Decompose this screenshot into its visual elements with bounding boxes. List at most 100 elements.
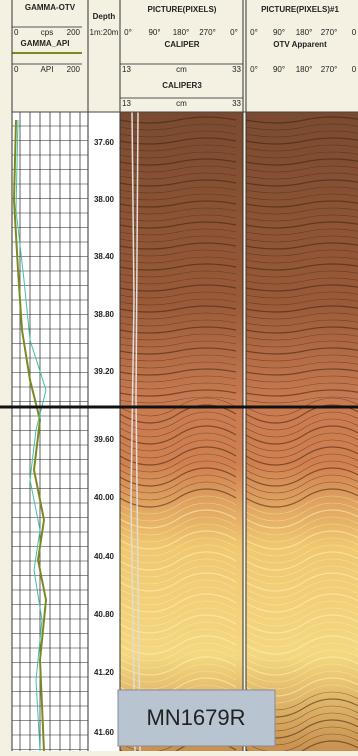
- header-text: 13: [122, 99, 131, 108]
- bedding: [245, 123, 358, 131]
- bedding: [245, 537, 358, 557]
- bedding: [245, 382, 358, 390]
- header-text: 270°: [321, 28, 338, 37]
- bedding: [245, 340, 358, 348]
- bedding: [245, 453, 358, 473]
- bedding: [245, 249, 358, 257]
- depth-label: 37.60: [94, 138, 115, 147]
- header-text: 0°: [230, 28, 238, 37]
- bedding: [245, 165, 358, 173]
- depth-label: 40.40: [94, 552, 115, 561]
- bedding: [245, 642, 358, 662]
- bedding: [245, 670, 358, 690]
- header-text: cm: [176, 65, 187, 74]
- header-text: Depth: [93, 12, 116, 21]
- bedding: [245, 270, 358, 278]
- bedding: [119, 635, 237, 655]
- bedding: [119, 439, 237, 459]
- bedding: [245, 298, 358, 306]
- bedding: [119, 425, 237, 445]
- bedding: [119, 389, 237, 397]
- header-text: GAMMA-OTV: [25, 3, 76, 12]
- bedding: [245, 425, 358, 445]
- depth-label: 40.80: [94, 610, 115, 619]
- bedding: [245, 663, 358, 683]
- bedding: [119, 453, 237, 473]
- bedding: [245, 586, 358, 606]
- depth-label: 41.60: [94, 728, 115, 737]
- bedding: [245, 186, 358, 194]
- header-text: 0: [352, 65, 357, 74]
- bedding: [245, 158, 358, 166]
- gamma-curve: [12, 119, 48, 752]
- bedding: [245, 544, 358, 564]
- bedding: [245, 277, 358, 285]
- bedding: [119, 347, 237, 355]
- bedding: [245, 467, 358, 487]
- bedding: [245, 354, 358, 362]
- bedding: [245, 474, 358, 494]
- header-text: 0: [14, 65, 19, 74]
- bedding: [119, 396, 237, 404]
- header-text: 270°: [199, 28, 216, 37]
- bedding: [245, 284, 358, 292]
- bedding: [119, 382, 237, 390]
- bedding: [245, 460, 358, 480]
- bedding: [245, 396, 358, 404]
- header-text: 0: [14, 28, 19, 37]
- bedding: [245, 607, 358, 627]
- bedding: [245, 509, 358, 529]
- header-text: cm: [176, 99, 187, 108]
- bedding: [245, 319, 358, 327]
- bedding: [119, 319, 237, 327]
- header-text: 180°: [296, 65, 313, 74]
- header-text: 270°: [321, 65, 338, 74]
- bedding: [245, 151, 358, 159]
- bedding: [245, 144, 358, 152]
- header-text: PICTURE(PIXELS)#1: [261, 5, 339, 14]
- caliper-curve: [130, 111, 141, 752]
- bedding: [245, 565, 358, 585]
- header-text: 33: [232, 99, 241, 108]
- bedding: [245, 740, 358, 756]
- header-text: cps: [41, 28, 53, 37]
- depth-label: 38.40: [94, 252, 115, 261]
- bedding: [245, 235, 358, 243]
- bedding: [245, 628, 358, 648]
- bedding: [119, 361, 237, 369]
- bedding: [119, 340, 237, 348]
- header-text: 0: [352, 28, 357, 37]
- bedding: [245, 551, 358, 571]
- header-text: PICTURE(PIXELS): [148, 5, 217, 14]
- bedding: [245, 488, 358, 508]
- bedding: [119, 614, 237, 634]
- bedding: [245, 368, 358, 376]
- bedding: [245, 228, 358, 236]
- gamma-api-curve: [15, 119, 47, 752]
- bedding: [245, 389, 358, 397]
- bedding: [245, 530, 358, 550]
- bedding: [245, 446, 358, 466]
- header-text: 90°: [273, 65, 285, 74]
- bedding: [245, 621, 358, 641]
- bedding: [245, 558, 358, 578]
- header-text: 90°: [273, 28, 285, 37]
- bedding: [245, 411, 358, 431]
- image-track: [246, 112, 358, 751]
- bedding: [119, 312, 237, 320]
- header-text: CALIPER3: [162, 81, 202, 90]
- bedding: [245, 649, 358, 669]
- bedding: [119, 600, 237, 620]
- bedding: [119, 432, 237, 452]
- header-text: 0°: [124, 28, 132, 37]
- bedding: [245, 326, 358, 334]
- header-text: 90°: [148, 28, 160, 37]
- depth-track: [88, 112, 120, 751]
- header-text: GAMMA_API: [21, 39, 70, 48]
- header-text: 200: [67, 65, 81, 74]
- bedding: [245, 572, 358, 592]
- bedding: [245, 221, 358, 229]
- depth-label: 39.20: [94, 367, 115, 376]
- bedding: [245, 439, 358, 459]
- bedding: [245, 516, 358, 536]
